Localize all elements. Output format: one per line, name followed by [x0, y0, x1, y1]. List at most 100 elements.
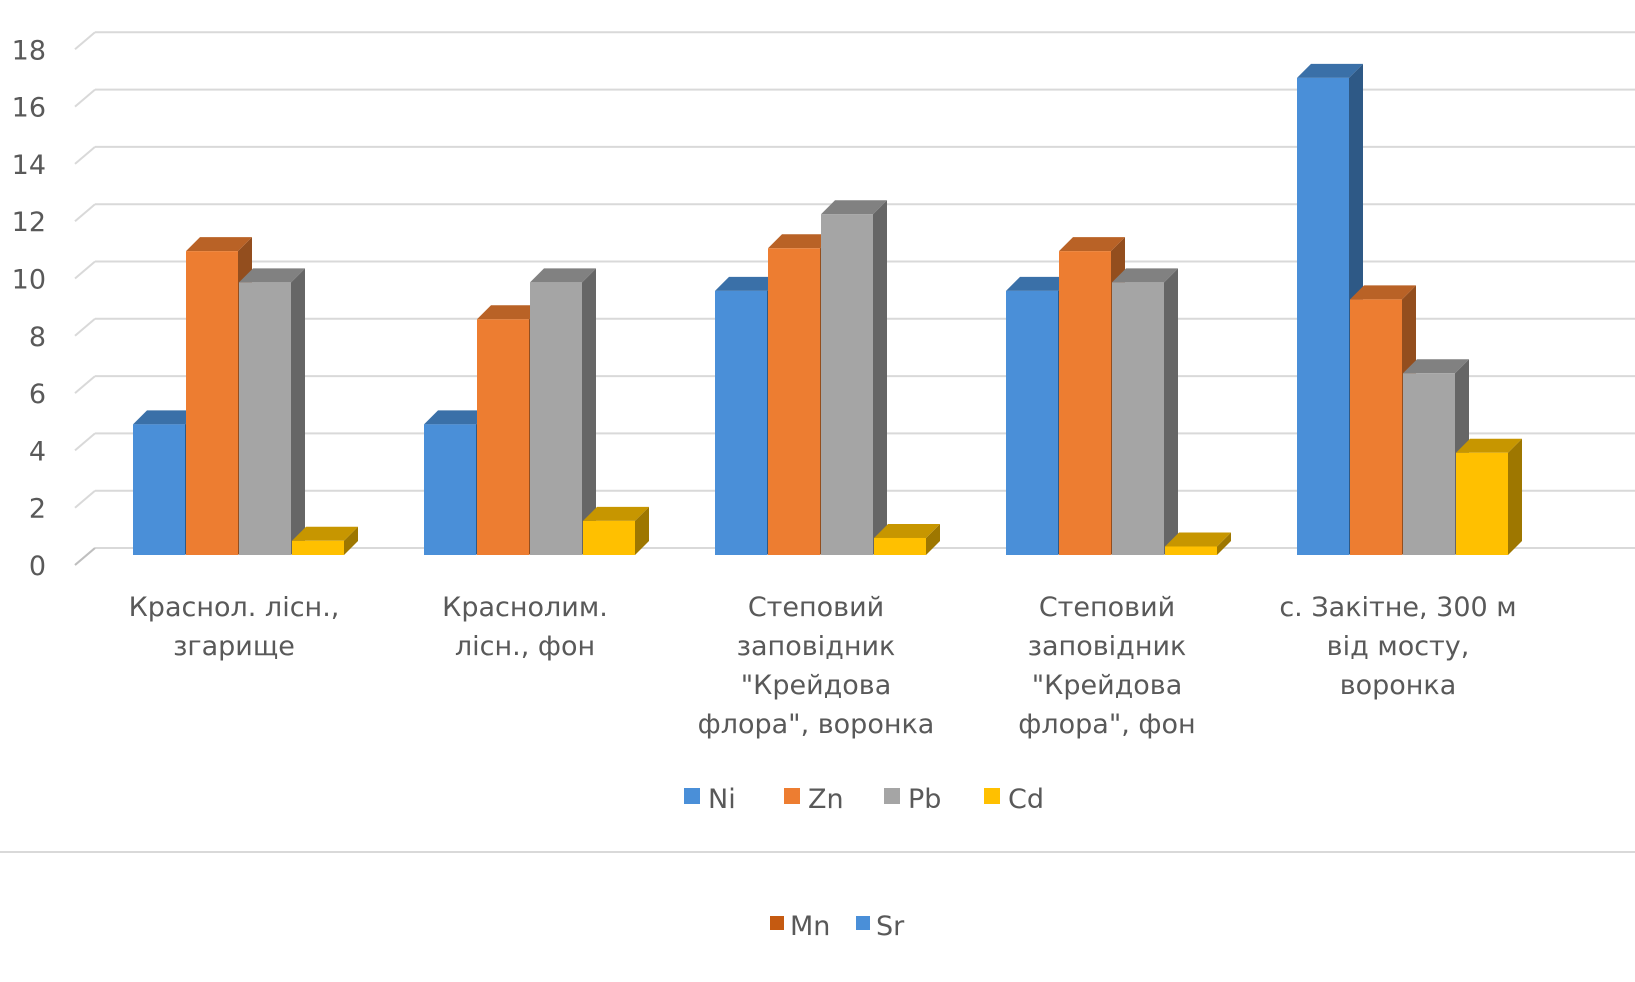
bar-top	[1350, 285, 1416, 300]
bar-front	[1403, 373, 1455, 555]
bar-front	[133, 424, 185, 555]
bar-pb-4	[1112, 268, 1178, 555]
legend-item-mn: Mn	[770, 911, 830, 942]
bar-top	[715, 276, 781, 291]
bar-front	[292, 540, 344, 555]
bar-top	[768, 234, 834, 249]
x-axis-label: заповідник	[737, 631, 896, 662]
y-tick-label: 6	[29, 379, 46, 410]
bar-side	[1164, 268, 1178, 555]
legend-label: Pb	[908, 784, 941, 815]
legend-label: Mn	[790, 911, 830, 942]
x-axis-label: Краснол. лісн.,	[129, 592, 340, 623]
bar-cd-1	[292, 526, 358, 555]
bar-front	[186, 251, 238, 555]
bar-side	[344, 526, 358, 555]
legend-swatch	[784, 788, 800, 804]
legend-swatch	[856, 916, 870, 930]
legend-swatch	[684, 788, 700, 804]
bar-front	[1165, 546, 1217, 555]
legend-item-pb: Pb	[884, 784, 941, 815]
bar-top	[133, 410, 199, 425]
x-axis-label: флора", фон	[1018, 709, 1195, 740]
legend: Ni Zn Pb Cd	[0, 784, 1635, 853]
bar-front	[821, 214, 873, 555]
gridline-side	[74, 88, 96, 108]
bar-top	[1006, 276, 1072, 291]
y-tick-label: 2	[29, 494, 46, 525]
bar-front	[1456, 452, 1508, 555]
legend-item-ni: Ni	[684, 784, 736, 815]
x-axis-label: заповідник	[1028, 631, 1187, 662]
y-tick-label: 4	[29, 436, 46, 467]
x-axis-label: "Крейдова	[1032, 670, 1183, 701]
bar-top	[239, 268, 305, 283]
bar-front	[583, 520, 635, 555]
bars	[133, 63, 1522, 555]
bar-pb-1	[239, 268, 305, 555]
bar-top	[874, 523, 940, 538]
gridline-side	[74, 318, 96, 337]
bar-top	[583, 506, 649, 521]
bar-top	[1456, 438, 1522, 453]
bar-front	[874, 537, 926, 555]
bar-side	[1217, 532, 1231, 555]
bar-front	[424, 424, 476, 555]
bar-top	[530, 268, 596, 283]
legend-label: Ni	[708, 784, 736, 815]
bar-top	[186, 237, 252, 252]
bar-top	[1112, 268, 1178, 283]
bar-cd-3	[874, 523, 940, 555]
bar-side	[582, 268, 596, 555]
bar-top	[424, 410, 490, 425]
bar-side	[873, 200, 887, 555]
gridline-side	[74, 432, 96, 452]
x-axis-label: Степовий	[1039, 592, 1175, 623]
bar-pb-2	[530, 268, 596, 555]
legend-swatch	[984, 788, 1000, 804]
y-tick-label: 8	[29, 322, 46, 353]
legend-item-cd: Cd	[984, 784, 1044, 815]
bar-front	[1059, 251, 1111, 555]
legend-label: Zn	[808, 784, 844, 815]
x-axis-label: від мосту,	[1327, 631, 1470, 662]
legend-label: Sr	[876, 911, 905, 942]
x-axis-labels: Краснол. лісн., згарище Краснолим. лісн., ф…	[129, 592, 1517, 740]
y-tick-label: 18	[12, 35, 46, 66]
legend-label: Cd	[1008, 784, 1044, 815]
y-axis-ticks: 0 2 4 6 8 10 12 14 16 18	[12, 35, 46, 582]
bar-top	[1059, 237, 1125, 252]
bar-front	[1350, 299, 1402, 555]
legend-item-zn: Zn	[784, 784, 844, 815]
bar-front	[477, 319, 529, 555]
y-tick-label: 16	[12, 93, 46, 124]
gridline-side	[74, 375, 96, 394]
bar-pb-3	[821, 200, 887, 555]
bar-cd-4	[1165, 532, 1231, 555]
x-axis-label: Краснолим.	[442, 592, 608, 623]
y-tick-label: 14	[12, 150, 46, 181]
gridline-side	[74, 489, 96, 509]
legend-swatch	[770, 916, 784, 930]
x-axis-label: с. Закітне, 300 м	[1279, 592, 1516, 623]
gridline-side	[74, 146, 96, 165]
x-axis-label: воронка	[1340, 670, 1457, 701]
x-axis-label: згарище	[173, 631, 295, 662]
bar-side	[926, 523, 940, 555]
bar-front	[1297, 77, 1349, 555]
bar-top	[1403, 359, 1469, 374]
x-axis-label: лісн., фон	[455, 631, 595, 662]
y-tick-label: 10	[12, 265, 46, 296]
gridline-side	[74, 31, 96, 51]
bar-top	[292, 526, 358, 541]
bar-front	[1006, 290, 1058, 555]
bar-top	[477, 305, 543, 320]
bar-side	[291, 268, 305, 555]
bar-cd-2	[583, 506, 649, 555]
x-axis-label: "Крейдова	[741, 670, 892, 701]
bar-top	[821, 200, 887, 215]
bar-front	[768, 248, 820, 555]
bar-front	[715, 290, 767, 555]
bar-side	[1508, 438, 1522, 555]
